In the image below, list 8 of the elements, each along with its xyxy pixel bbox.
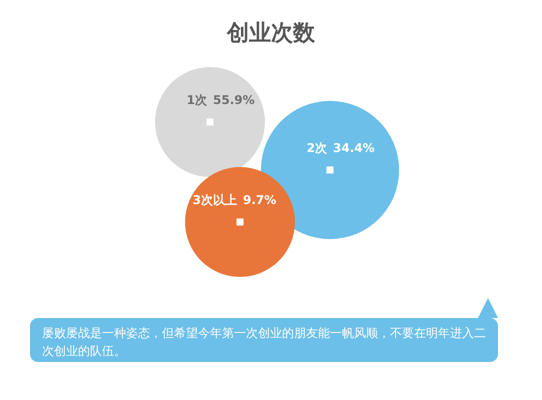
- category-label: 3次以上: [192, 193, 237, 207]
- text: 屡败屡战是一种姿态，但希望今年第一次创业的朋友能一帆风顺，不要在明年进入二次创业的队伍。: [30, 318, 498, 362]
- category-label: 1次: [186, 93, 208, 107]
- category-label: 2次: [306, 141, 328, 155]
- data-label: 34.4%: [333, 141, 375, 155]
- text: 创业次数: [226, 21, 316, 46]
- data-label: 9.7%: [243, 193, 276, 207]
- data-label: 55.9%: [213, 93, 255, 107]
